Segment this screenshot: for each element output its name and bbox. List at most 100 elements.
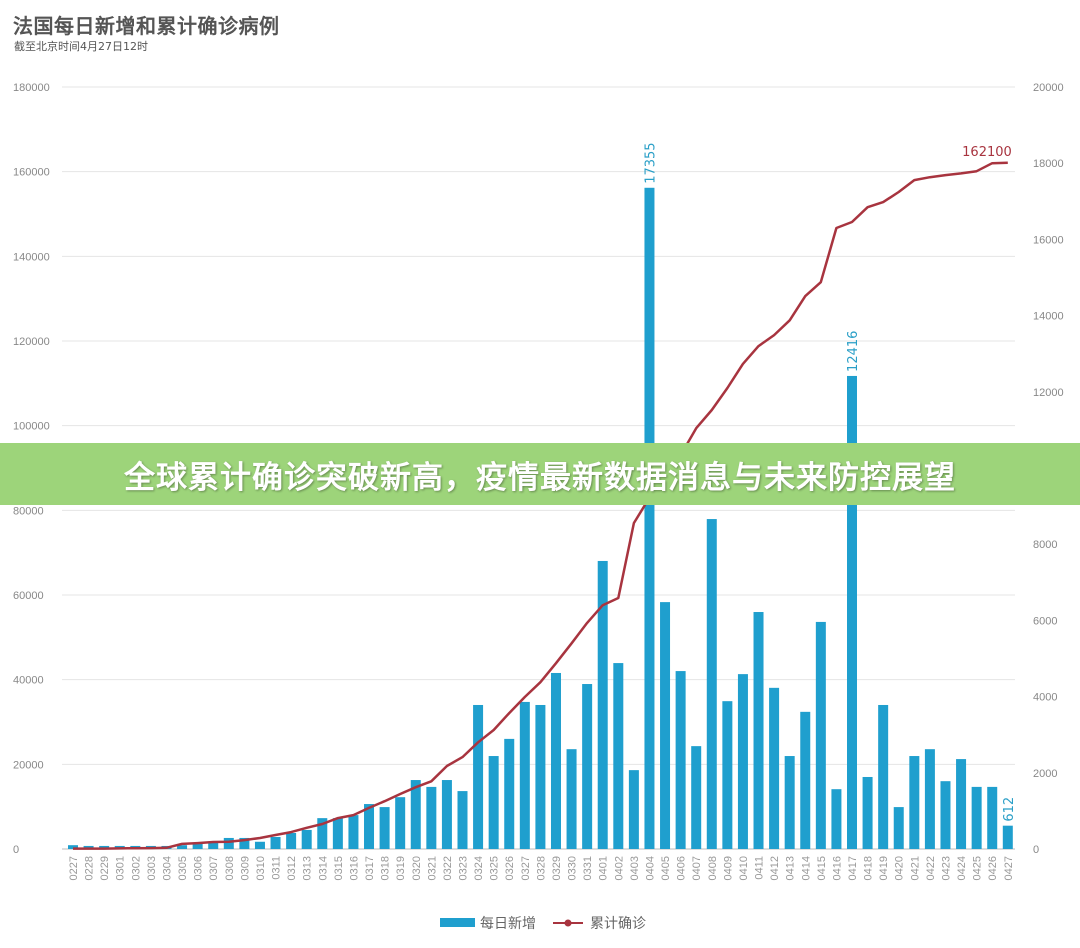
bar-0317 xyxy=(364,804,375,849)
x-tick-label: 0320 xyxy=(411,856,423,880)
bar-0409 xyxy=(722,701,733,849)
x-tick-label: 0317 xyxy=(364,856,376,880)
bar-0425 xyxy=(971,786,982,849)
bar-0315 xyxy=(332,818,343,849)
x-tick-label: 0322 xyxy=(442,856,454,880)
right-tick-label: 20000 xyxy=(1033,82,1064,94)
bar-0324 xyxy=(473,704,484,849)
bar-0310 xyxy=(254,841,265,849)
right-tick-label: 14000 xyxy=(1033,311,1064,323)
x-tick-label: 0328 xyxy=(535,856,547,880)
x-tick-label: 0427 xyxy=(1003,856,1015,880)
x-tick-label: 0319 xyxy=(395,856,407,880)
bar-0424 xyxy=(956,759,967,849)
bar-0307 xyxy=(208,841,219,849)
bar-0328 xyxy=(535,704,546,849)
left-tick-label: 40000 xyxy=(13,675,44,687)
x-tick-label: 0315 xyxy=(333,856,345,880)
bar-0314 xyxy=(317,818,328,849)
bar-0421 xyxy=(909,756,920,849)
bar-0305 xyxy=(177,845,188,849)
x-tick-label: 0420 xyxy=(894,856,906,880)
x-tick-label: 0330 xyxy=(567,856,579,880)
x-tick-label: 0417 xyxy=(847,856,859,880)
x-tick-label: 0416 xyxy=(831,856,843,880)
x-tick-label: 0309 xyxy=(239,856,251,880)
x-tick-label: 0401 xyxy=(598,856,610,880)
bar-0320 xyxy=(410,780,421,849)
right-tick-label: 2000 xyxy=(1033,768,1057,780)
right-tick-label: 0 xyxy=(1033,844,1039,856)
bar-0408 xyxy=(706,519,717,849)
x-tick-label: 0418 xyxy=(863,856,875,880)
x-tick-label: 0329 xyxy=(551,856,563,880)
cumulative-line xyxy=(73,161,1008,850)
x-tick-label: 0421 xyxy=(909,856,921,880)
x-tick-label: 0414 xyxy=(800,856,812,880)
bar-0410 xyxy=(737,674,748,849)
x-tick-label: 0323 xyxy=(458,856,470,880)
bar-0417 xyxy=(847,375,857,849)
bar-0323 xyxy=(457,791,468,849)
legend-marker-line xyxy=(564,919,572,927)
right-tick-label: 8000 xyxy=(1033,539,1057,551)
bar-0312 xyxy=(286,832,297,849)
bar-0422 xyxy=(924,749,935,849)
bar-0420 xyxy=(893,807,904,849)
bar-0416 xyxy=(831,789,842,849)
x-tick-label: 0406 xyxy=(676,856,688,880)
x-tick-label: 0409 xyxy=(722,856,734,880)
bar-0318 xyxy=(379,807,390,849)
bar-0407 xyxy=(691,746,702,849)
bar-0327 xyxy=(519,701,530,849)
x-tick-label: 0423 xyxy=(940,856,952,880)
right-tick-label: 12000 xyxy=(1033,387,1064,399)
x-tick-label: 0305 xyxy=(177,856,189,880)
bar-0325 xyxy=(488,756,499,849)
x-tick-label: 0425 xyxy=(972,856,984,880)
right-tick-label: 6000 xyxy=(1033,615,1057,627)
chart-title: 法国每日新增和累计确诊病例 xyxy=(13,14,280,38)
bar-0306 xyxy=(192,842,203,849)
x-tick-label: 0303 xyxy=(146,856,158,880)
x-tick-label: 0422 xyxy=(925,856,937,880)
left-axis: 0 20000 40000 60000 80000 100000 120000 140000 1… xyxy=(13,82,50,856)
bar-0308 xyxy=(223,837,234,849)
bar-0426 xyxy=(987,786,998,849)
x-axis: 0227 0228 0229 0301 0302 0303 0304 0305 0306 0307… xyxy=(68,856,1015,880)
headline-banner: 全球累计确诊突破新高，疫情最新数据消息与未来防控展望 xyxy=(0,443,1080,505)
x-tick-label: 0307 xyxy=(208,856,220,880)
x-tick-label: 0229 xyxy=(99,856,111,880)
x-tick-label: 0312 xyxy=(286,856,298,880)
x-tick-label: 0407 xyxy=(691,856,703,880)
bar-value-label: 12416 xyxy=(846,331,861,372)
bar-0313 xyxy=(301,829,312,849)
x-tick-label: 0302 xyxy=(130,856,142,880)
bar-0413 xyxy=(784,756,795,849)
legend-label-bar: 每日新增 xyxy=(480,916,536,932)
x-tick-label: 0304 xyxy=(161,856,173,880)
x-tick-label: 0308 xyxy=(224,856,236,880)
left-tick-label: 0 xyxy=(13,844,19,856)
x-tick-label: 0410 xyxy=(738,856,750,880)
x-tick-label: 0415 xyxy=(816,856,828,880)
bar-0412 xyxy=(769,687,780,849)
bar-0326 xyxy=(504,738,515,849)
x-tick-label: 0316 xyxy=(348,856,360,880)
bar-0331 xyxy=(582,684,593,849)
bar-value-label: 17355 xyxy=(643,142,658,183)
bar-0411 xyxy=(753,612,764,849)
x-tick-label: 0228 xyxy=(84,856,96,880)
x-tick-label: 0321 xyxy=(426,856,438,880)
bar-0406 xyxy=(675,671,686,849)
x-tick-label: 0404 xyxy=(644,856,656,880)
x-tick-label: 0310 xyxy=(255,856,267,880)
bar-0319 xyxy=(395,797,406,849)
bar-0321 xyxy=(426,786,437,849)
bar-0402 xyxy=(613,663,624,849)
x-tick-label: 0412 xyxy=(769,856,781,880)
x-tick-label: 0227 xyxy=(68,856,80,880)
x-tick-label: 0331 xyxy=(582,856,594,880)
right-tick-label: 4000 xyxy=(1033,692,1057,704)
right-tick-label: 18000 xyxy=(1033,158,1064,170)
